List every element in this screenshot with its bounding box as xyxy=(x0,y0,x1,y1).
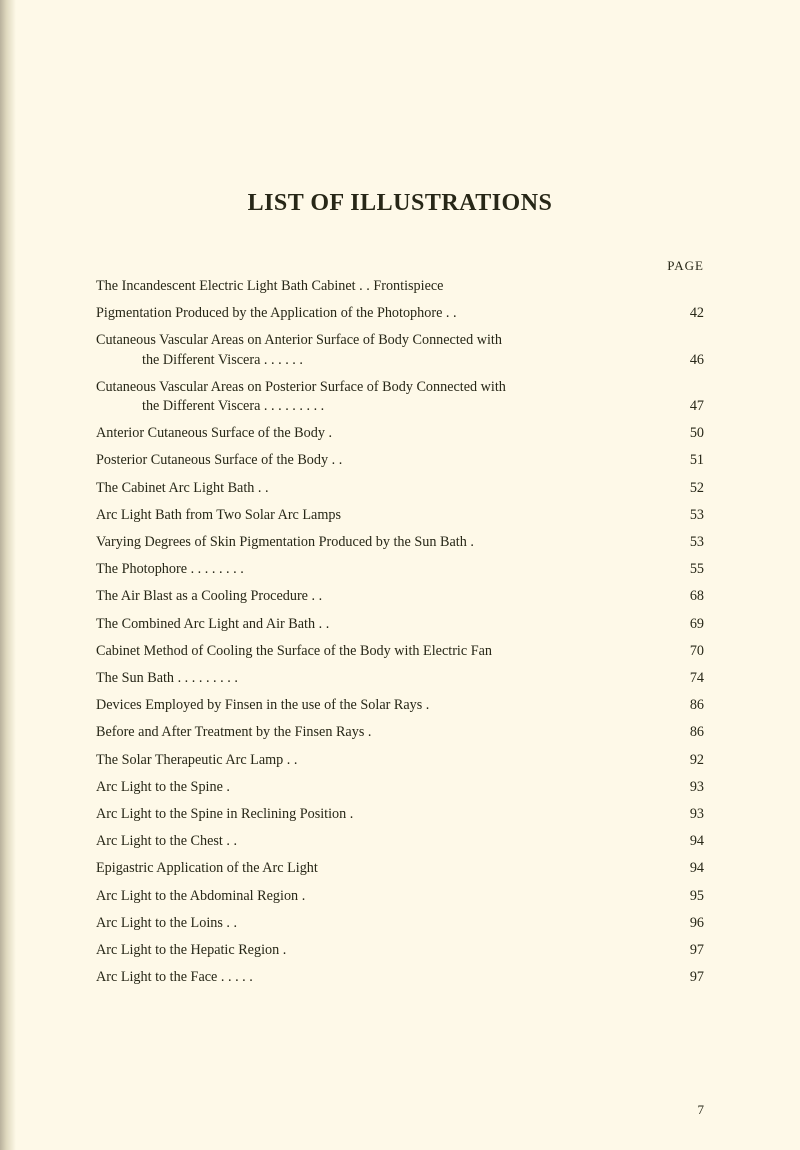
entry-page-number: 74 xyxy=(682,671,704,685)
list-item: Arc Light to the Chest . . 94 xyxy=(96,834,704,848)
entry-text-line1: Cutaneous Vascular Areas on Posterior Su… xyxy=(96,380,704,394)
list-item: The Air Blast as a Cooling Procedure . .… xyxy=(96,589,704,603)
list-item: Devices Employed by Finsen in the use of… xyxy=(96,698,704,712)
list-item: Cutaneous Vascular Areas on Anterior Sur… xyxy=(96,333,704,366)
entry-text: the Different Viscera . . . . . . xyxy=(142,353,303,367)
list-item: Arc Light to the Face . . . . . 97 xyxy=(96,970,704,984)
entry-text: Arc Light to the Spine in Reclining Posi… xyxy=(96,807,353,821)
list-item: Arc Light to the Hepatic Region . 97 xyxy=(96,943,704,957)
list-item: Arc Light to the Abdominal Region . 95 xyxy=(96,889,704,903)
entry-page-number: 86 xyxy=(682,725,704,739)
entry-page-number: 52 xyxy=(682,481,704,495)
entry-page-number: 94 xyxy=(682,834,704,848)
list-item: The Incandescent Electric Light Bath Cab… xyxy=(96,279,704,293)
list-item: Anterior Cutaneous Surface of the Body .… xyxy=(96,426,704,440)
list-item: Epigastric Application of the Arc Light 9… xyxy=(96,861,704,875)
list-item: Varying Degrees of Skin Pigmentation Pro… xyxy=(96,535,704,549)
entry-page-number: 70 xyxy=(682,644,704,658)
entry-page-number: 86 xyxy=(682,698,704,712)
list-item: Cabinet Method of Cooling the Surface of… xyxy=(96,644,704,658)
entry-text-line1: Cutaneous Vascular Areas on Anterior Sur… xyxy=(96,333,704,347)
entry-page-number: 51 xyxy=(682,453,704,467)
entry-text: The Cabinet Arc Light Bath . . xyxy=(96,481,269,495)
entry-page-number: 42 xyxy=(682,306,704,320)
entry-text: Arc Light to the Loins . . xyxy=(96,916,237,930)
entry-page-number: 47 xyxy=(682,399,704,413)
entry-text: Arc Light to the Face . . . . . xyxy=(96,970,253,984)
entry-text: Cabinet Method of Cooling the Surface of… xyxy=(96,644,492,658)
entry-page-number: 50 xyxy=(682,426,704,440)
list-item: Before and After Treatment by the Finsen… xyxy=(96,725,704,739)
list-item: The Cabinet Arc Light Bath . . 52 xyxy=(96,481,704,495)
page-heading: LIST OF ILLUSTRATIONS xyxy=(0,190,800,217)
entry-text-line2: the Different Viscera . . . . . . . . . 4… xyxy=(96,399,704,413)
entry-page-number: 68 xyxy=(682,589,704,603)
entry-text: Epigastric Application of the Arc Light xyxy=(96,861,318,875)
list-item: Arc Light to the Spine in Reclining Posi… xyxy=(96,807,704,821)
entry-page-number: 97 xyxy=(682,943,704,957)
entry-text: Arc Light Bath from Two Solar Arc Lamps xyxy=(96,508,341,522)
entry-text: Devices Employed by Finsen in the use of… xyxy=(96,698,429,712)
entry-text: Before and After Treatment by the Finsen… xyxy=(96,725,371,739)
entry-text: Varying Degrees of Skin Pigmentation Pro… xyxy=(96,535,474,549)
entry-text: The Solar Therapeutic Arc Lamp . . xyxy=(96,753,297,767)
illustrations-list: The Incandescent Electric Light Bath Cab… xyxy=(96,279,704,997)
list-item: Arc Light to the Loins . . 96 xyxy=(96,916,704,930)
entry-text: The Incandescent Electric Light Bath Cab… xyxy=(96,279,443,293)
entry-text: The Air Blast as a Cooling Procedure . . xyxy=(96,589,322,603)
list-item: Posterior Cutaneous Surface of the Body … xyxy=(96,453,704,467)
entry-page-number: 97 xyxy=(682,970,704,984)
entry-text: Pigmentation Produced by the Application… xyxy=(96,306,457,320)
list-item: The Solar Therapeutic Arc Lamp . . 92 xyxy=(96,753,704,767)
entry-page-number: 96 xyxy=(682,916,704,930)
entry-page-number: 55 xyxy=(682,562,704,576)
entry-text: The Photophore . . . . . . . . xyxy=(96,562,244,576)
page-footer-number: 7 xyxy=(0,1102,704,1118)
entry-page-number: 53 xyxy=(682,508,704,522)
entry-text: Arc Light to the Spine . xyxy=(96,780,230,794)
entry-page-number: 69 xyxy=(682,617,704,631)
entry-page-number: 93 xyxy=(682,780,704,794)
entry-page-number: 95 xyxy=(682,889,704,903)
list-item: The Combined Arc Light and Air Bath . . 6… xyxy=(96,617,704,631)
entry-text: Arc Light to the Hepatic Region . xyxy=(96,943,286,957)
entry-text-line2: the Different Viscera . . . . . . 46 xyxy=(96,353,704,367)
entry-text: Arc Light to the Chest . . xyxy=(96,834,237,848)
entry-text: the Different Viscera . . . . . . . . . xyxy=(142,399,324,413)
list-item: Arc Light to the Spine . 93 xyxy=(96,780,704,794)
scan-edge-shadow xyxy=(0,0,16,1150)
list-item: The Sun Bath . . . . . . . . . 74 xyxy=(96,671,704,685)
entry-text: Arc Light to the Abdominal Region . xyxy=(96,889,305,903)
list-item: Arc Light Bath from Two Solar Arc Lamps 5… xyxy=(96,508,704,522)
entry-text: The Sun Bath . . . . . . . . . xyxy=(96,671,238,685)
list-item: Pigmentation Produced by the Application… xyxy=(96,306,704,320)
list-item: The Photophore . . . . . . . . 55 xyxy=(96,562,704,576)
list-item: Cutaneous Vascular Areas on Posterior Su… xyxy=(96,380,704,413)
entry-text: Anterior Cutaneous Surface of the Body . xyxy=(96,426,332,440)
entry-page-number: 92 xyxy=(682,753,704,767)
entry-page-number: 94 xyxy=(682,861,704,875)
entry-page-number: 46 xyxy=(682,353,704,367)
entry-text: The Combined Arc Light and Air Bath . . xyxy=(96,617,329,631)
page-column-header: PAGE xyxy=(667,258,704,274)
entry-page-number: 93 xyxy=(682,807,704,821)
entry-page-number: 53 xyxy=(682,535,704,549)
entry-text: Posterior Cutaneous Surface of the Body … xyxy=(96,453,342,467)
